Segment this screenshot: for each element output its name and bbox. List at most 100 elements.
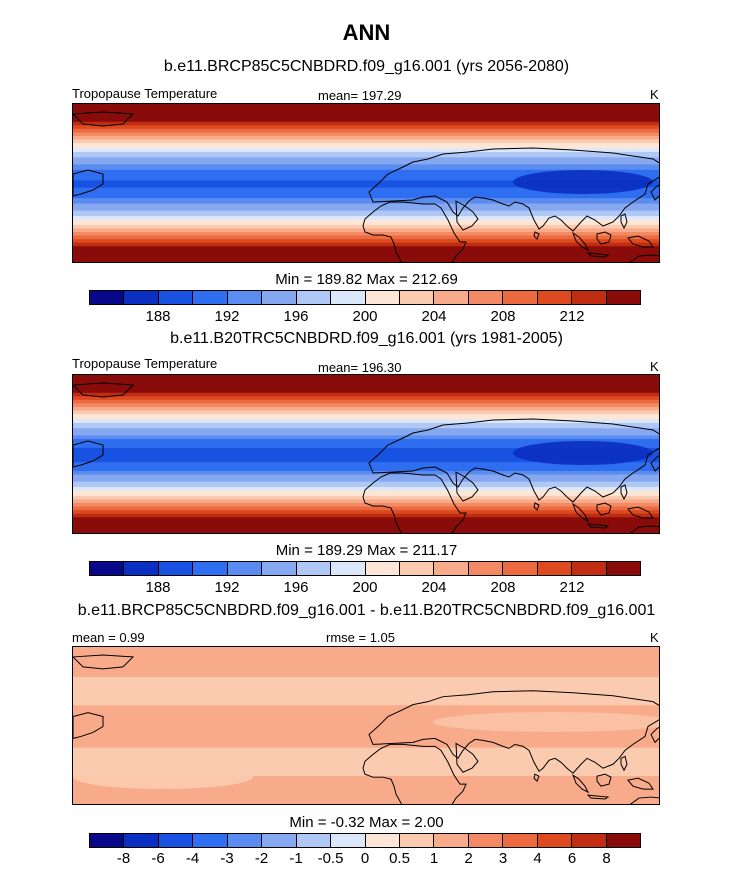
colorbar-swatch xyxy=(331,562,366,575)
contour-band xyxy=(73,710,659,713)
contour-band xyxy=(73,180,659,183)
colorbar-tick-label: 188 xyxy=(145,308,171,325)
contour-band xyxy=(73,214,659,217)
colorbar-swatch xyxy=(124,562,159,575)
contour-band xyxy=(73,160,659,164)
contour-band xyxy=(73,242,659,246)
contour-band xyxy=(73,249,659,253)
contour-band xyxy=(73,714,659,717)
contour-band xyxy=(73,235,659,238)
colorbar-swatch xyxy=(331,291,366,304)
contour-band xyxy=(73,522,659,525)
contour-band xyxy=(73,455,659,458)
contour-band xyxy=(73,469,659,472)
contour-band xyxy=(73,772,659,775)
colorbar-tick-label: -0.5 xyxy=(317,850,344,867)
contour-band xyxy=(73,691,659,694)
contour-band xyxy=(73,437,659,440)
colorbar-tick-label: 3 xyxy=(498,850,508,867)
coastline xyxy=(73,654,135,670)
colorbar-swatch xyxy=(606,291,640,304)
contour-band xyxy=(73,700,659,703)
colorbar-1 xyxy=(89,290,641,305)
contour-band xyxy=(73,800,659,804)
contour-band xyxy=(73,376,659,380)
contour-band xyxy=(73,503,659,506)
colorbar-swatch xyxy=(537,562,573,575)
contour-band xyxy=(73,703,659,706)
coastline xyxy=(533,231,540,240)
contour-band xyxy=(73,692,659,696)
contour-band xyxy=(73,751,659,754)
contour-band xyxy=(73,150,659,153)
colorbar-swatch xyxy=(262,834,297,847)
contour-band xyxy=(73,399,659,403)
coastline xyxy=(362,472,467,533)
contour-band xyxy=(73,444,659,447)
contour-band xyxy=(73,164,659,167)
coastline xyxy=(73,440,104,468)
colorbar-swatch xyxy=(606,834,640,847)
contour-band xyxy=(73,492,659,495)
contour-band xyxy=(73,698,659,701)
map-panel-3 xyxy=(72,646,660,805)
contour-band xyxy=(73,412,659,415)
contour-band xyxy=(73,111,659,114)
contour-band xyxy=(73,130,659,134)
contour-band xyxy=(73,775,659,779)
contour-band xyxy=(73,415,659,419)
coastline xyxy=(629,796,659,804)
contour-band xyxy=(73,375,659,378)
contour-band xyxy=(73,742,659,745)
contour-band xyxy=(73,791,659,795)
contour-band xyxy=(73,442,659,445)
contour-band xyxy=(73,460,659,463)
contour-band xyxy=(73,123,659,126)
contour-band xyxy=(73,125,659,128)
coastline xyxy=(627,235,654,248)
contour-band xyxy=(73,783,659,786)
rmse-label-3: rmse = 1.05 xyxy=(326,630,396,645)
contour-band xyxy=(73,659,659,662)
contour-field xyxy=(73,104,660,263)
contour-band xyxy=(73,756,659,759)
colorbar-swatch xyxy=(90,834,125,847)
units-label-3: K xyxy=(650,630,659,645)
contour-band xyxy=(73,251,659,254)
contour-band xyxy=(73,176,659,180)
colorbar-swatch xyxy=(227,834,263,847)
coastline xyxy=(620,213,628,230)
contour-band xyxy=(73,262,660,263)
contour-band xyxy=(73,694,659,698)
colorbar-tick-label: 192 xyxy=(214,308,240,325)
coastline xyxy=(73,712,104,739)
contour-band xyxy=(73,531,659,533)
contour-band xyxy=(73,647,659,650)
coastline xyxy=(596,231,612,245)
colorbar-swatch xyxy=(296,834,332,847)
contour-band xyxy=(73,417,659,421)
variable-label-1: Tropopause Temperature xyxy=(72,86,218,101)
coastline xyxy=(586,252,610,258)
contour-band xyxy=(73,196,659,199)
contour-band xyxy=(73,456,659,460)
colorbar-swatch xyxy=(193,834,228,847)
contour-band xyxy=(73,104,659,107)
contour-band xyxy=(73,481,659,485)
colorbar-swatch xyxy=(90,291,125,304)
coastline xyxy=(455,471,479,502)
contour-band xyxy=(73,430,659,433)
contour-band xyxy=(73,513,659,517)
colorbar-swatch xyxy=(503,562,538,575)
contour-band xyxy=(73,398,659,401)
colorbar-tick-label: 208 xyxy=(490,579,516,596)
map-panel-1 xyxy=(72,103,660,263)
contour-band xyxy=(73,519,659,522)
contour-band xyxy=(73,463,659,467)
contour-band xyxy=(73,738,659,742)
contour-band xyxy=(73,715,659,719)
colorbar-swatch xyxy=(503,834,538,847)
contour-band xyxy=(73,168,659,171)
contour-band xyxy=(73,511,659,515)
coastline xyxy=(629,525,659,533)
